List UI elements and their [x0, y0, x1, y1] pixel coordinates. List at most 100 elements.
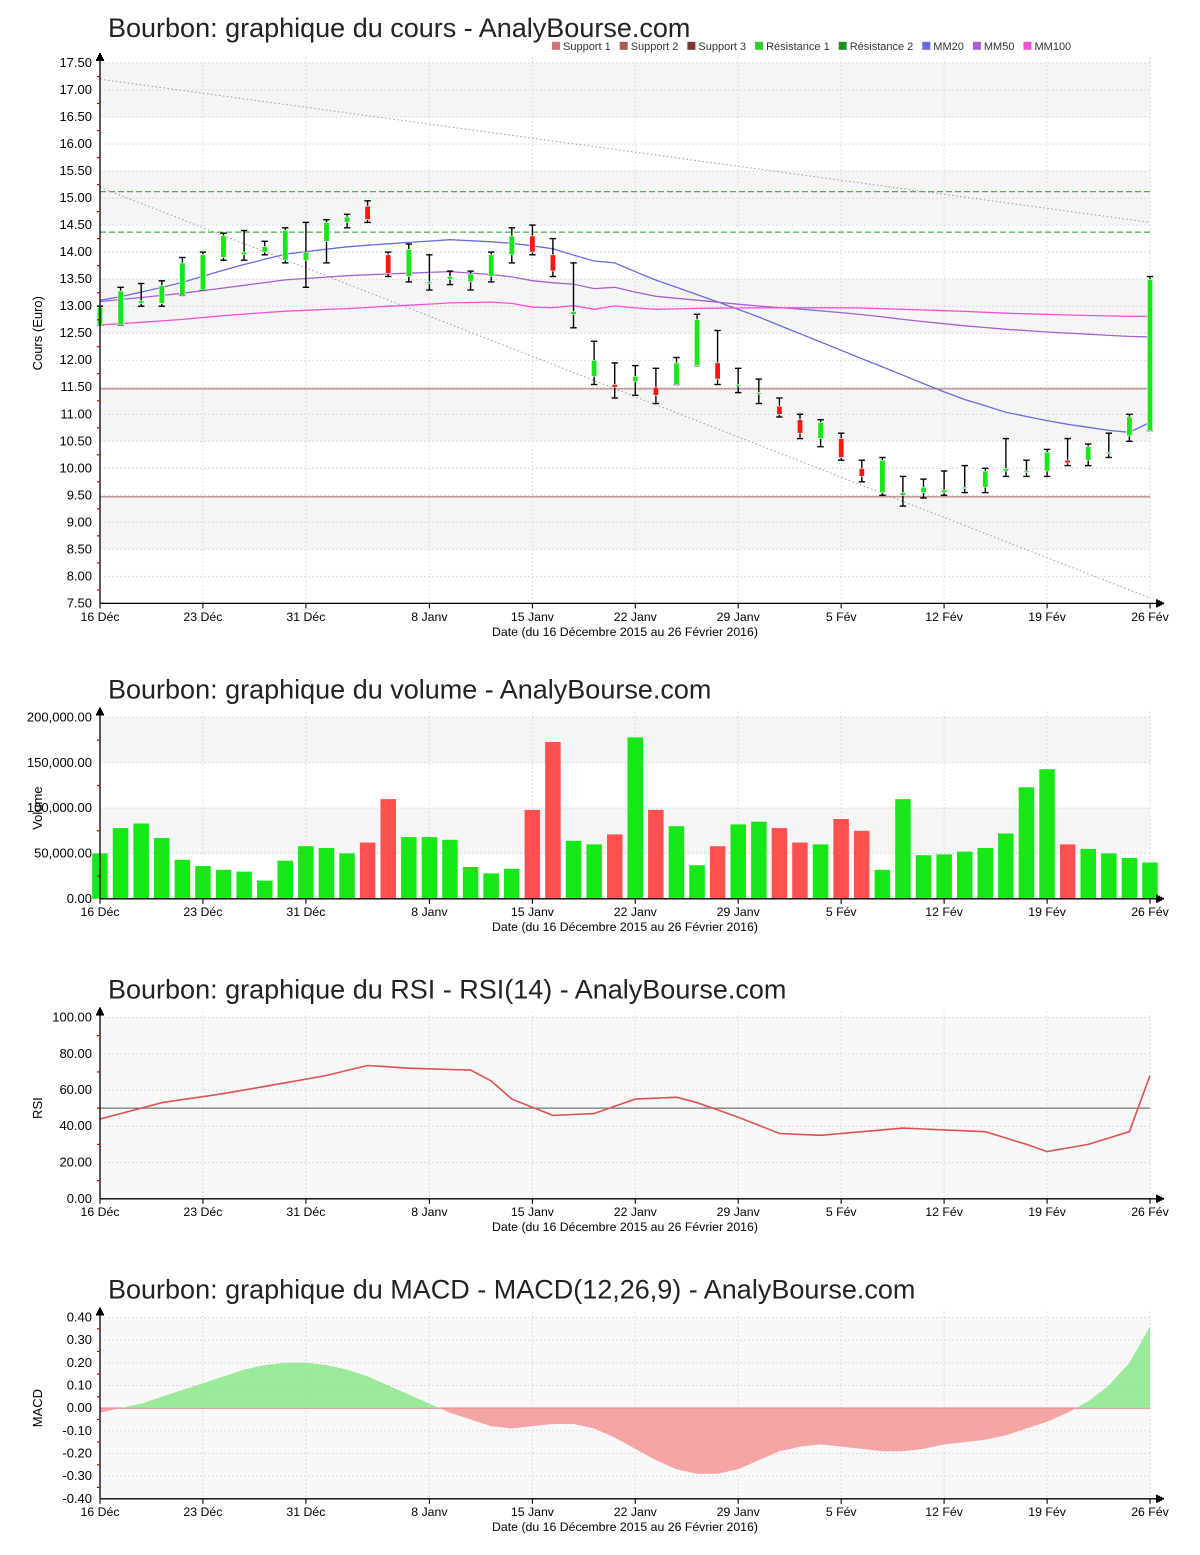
svg-text:0.20: 0.20 — [67, 1355, 92, 1370]
svg-text:12.00: 12.00 — [59, 352, 92, 367]
svg-text:23 Déc: 23 Déc — [183, 905, 222, 919]
svg-text:15 Janv: 15 Janv — [511, 1505, 555, 1519]
svg-text:-0.10: -0.10 — [62, 1423, 92, 1438]
svg-text:Date (du 16 Décembre 2015 au 2: Date (du 16 Décembre 2015 au 26 Février … — [492, 1520, 758, 1534]
svg-text:31 Déc: 31 Déc — [286, 610, 325, 624]
svg-text:16.00: 16.00 — [59, 136, 92, 151]
svg-text:23 Déc: 23 Déc — [183, 1205, 222, 1219]
svg-text:29 Janv: 29 Janv — [717, 905, 761, 919]
svg-text:8.50: 8.50 — [67, 541, 92, 556]
svg-text:16 Déc: 16 Déc — [81, 905, 120, 919]
svg-text:Cours (Euro): Cours (Euro) — [30, 296, 45, 370]
svg-text:20.00: 20.00 — [59, 1155, 92, 1170]
svg-text:Support 1: Support 1 — [563, 41, 611, 53]
svg-text:-0.30: -0.30 — [62, 1468, 92, 1483]
svg-text:50,000.00: 50,000.00 — [34, 845, 92, 860]
svg-text:23 Déc: 23 Déc — [183, 1505, 222, 1519]
svg-text:15.50: 15.50 — [59, 163, 92, 178]
svg-text:22 Janv: 22 Janv — [614, 905, 658, 919]
svg-text:31 Déc: 31 Déc — [286, 1505, 325, 1519]
svg-text:29 Janv: 29 Janv — [717, 1205, 761, 1219]
svg-text:0.00: 0.00 — [67, 1400, 92, 1415]
svg-text:0.10: 0.10 — [67, 1378, 92, 1393]
svg-text:10.50: 10.50 — [59, 433, 92, 448]
svg-text:80.00: 80.00 — [59, 1046, 92, 1061]
svg-text:26 Fév: 26 Fév — [1131, 610, 1169, 624]
svg-text:19 Fév: 19 Fév — [1028, 905, 1066, 919]
svg-text:Bourbon: graphique du cours -: Bourbon: graphique du cours - AnalyBours… — [108, 13, 690, 43]
svg-text:200,000.00: 200,000.00 — [27, 710, 92, 725]
svg-text:14.00: 14.00 — [59, 244, 92, 259]
svg-text:150,000.00: 150,000.00 — [27, 755, 92, 770]
svg-text:MACD: MACD — [30, 1389, 45, 1427]
svg-text:9.50: 9.50 — [67, 487, 92, 502]
svg-text:40.00: 40.00 — [59, 1118, 92, 1133]
svg-text:MM20: MM20 — [933, 41, 964, 53]
svg-text:16 Déc: 16 Déc — [81, 1505, 120, 1519]
svg-text:8 Janv: 8 Janv — [411, 905, 448, 919]
svg-text:15.00: 15.00 — [59, 190, 92, 205]
svg-text:5 Fév: 5 Fév — [826, 1505, 858, 1519]
svg-text:22 Janv: 22 Janv — [614, 1505, 658, 1519]
svg-text:15 Janv: 15 Janv — [511, 610, 555, 624]
svg-text:8.00: 8.00 — [67, 568, 92, 583]
svg-text:16 Déc: 16 Déc — [81, 1205, 120, 1219]
svg-text:29 Janv: 29 Janv — [717, 610, 761, 624]
svg-text:12 Fév: 12 Fév — [925, 610, 963, 624]
svg-text:11.50: 11.50 — [60, 379, 92, 394]
svg-text:5 Fév: 5 Fév — [826, 610, 858, 624]
svg-text:31 Déc: 31 Déc — [286, 905, 325, 919]
svg-text:22 Janv: 22 Janv — [614, 1205, 658, 1219]
svg-text:13.00: 13.00 — [59, 298, 92, 313]
svg-text:Bourbon: graphique du RSI - RS: Bourbon: graphique du RSI - RSI(14) - An… — [108, 975, 786, 1005]
svg-text:19 Fév: 19 Fév — [1028, 1505, 1066, 1519]
svg-text:8 Janv: 8 Janv — [411, 610, 448, 624]
svg-text:12 Fév: 12 Fév — [925, 905, 963, 919]
svg-text:26 Fév: 26 Fév — [1131, 1205, 1169, 1219]
svg-text:5 Fév: 5 Fév — [826, 1205, 858, 1219]
svg-text:Date (du 16 Décembre 2015 au 2: Date (du 16 Décembre 2015 au 26 Février … — [492, 625, 758, 639]
svg-text:60.00: 60.00 — [59, 1082, 92, 1097]
svg-text:Bourbon: graphique du volume -: Bourbon: graphique du volume - AnalyBour… — [108, 675, 711, 705]
svg-text:17.00: 17.00 — [59, 82, 92, 97]
svg-text:15 Janv: 15 Janv — [511, 1205, 555, 1219]
svg-text:0.40: 0.40 — [67, 1310, 92, 1325]
svg-text:0.00: 0.00 — [67, 1191, 92, 1206]
svg-text:12 Fév: 12 Fév — [925, 1205, 963, 1219]
svg-text:19 Fév: 19 Fév — [1028, 1205, 1066, 1219]
svg-text:Support 3: Support 3 — [698, 41, 746, 53]
svg-text:RSI: RSI — [30, 1097, 45, 1119]
svg-text:26 Fév: 26 Fév — [1131, 905, 1169, 919]
svg-text:10.00: 10.00 — [59, 460, 92, 475]
svg-text:8 Janv: 8 Janv — [411, 1505, 448, 1519]
svg-text:Résistance 1: Résistance 1 — [766, 41, 830, 53]
svg-text:14.50: 14.50 — [59, 217, 92, 232]
svg-text:-0.40: -0.40 — [62, 1491, 92, 1506]
svg-text:9.00: 9.00 — [67, 514, 92, 529]
svg-text:7.50: 7.50 — [67, 595, 92, 610]
svg-text:5 Fév: 5 Fév — [826, 905, 858, 919]
svg-text:Bourbon: graphique du MACD - M: Bourbon: graphique du MACD - MACD(12,26,… — [108, 1275, 915, 1305]
svg-text:29 Janv: 29 Janv — [717, 1505, 761, 1519]
svg-text:16 Déc: 16 Déc — [81, 610, 120, 624]
svg-text:22 Janv: 22 Janv — [614, 610, 658, 624]
svg-text:12 Fév: 12 Fév — [925, 1505, 963, 1519]
svg-text:Date (du 16 Décembre 2015 au 2: Date (du 16 Décembre 2015 au 26 Février … — [492, 1220, 758, 1234]
svg-text:0.30: 0.30 — [67, 1332, 92, 1347]
svg-text:Volume: Volume — [30, 786, 45, 829]
svg-text:MM100: MM100 — [1035, 41, 1072, 53]
svg-text:17.50: 17.50 — [59, 55, 92, 70]
svg-text:16.50: 16.50 — [59, 109, 92, 124]
svg-text:26 Fév: 26 Fév — [1131, 1505, 1169, 1519]
svg-text:12.50: 12.50 — [59, 325, 92, 340]
svg-text:Date (du 16 Décembre 2015 au 2: Date (du 16 Décembre 2015 au 26 Février … — [492, 920, 758, 934]
svg-text:-0.20: -0.20 — [62, 1445, 92, 1460]
svg-text:11.00: 11.00 — [60, 406, 92, 421]
svg-text:Support 2: Support 2 — [631, 41, 679, 53]
svg-text:MM50: MM50 — [984, 41, 1015, 53]
svg-text:0.00: 0.00 — [67, 891, 92, 906]
svg-text:15 Janv: 15 Janv — [511, 905, 555, 919]
svg-text:Résistance 2: Résistance 2 — [850, 41, 914, 53]
svg-text:13.50: 13.50 — [59, 271, 92, 286]
svg-text:8 Janv: 8 Janv — [411, 1205, 448, 1219]
